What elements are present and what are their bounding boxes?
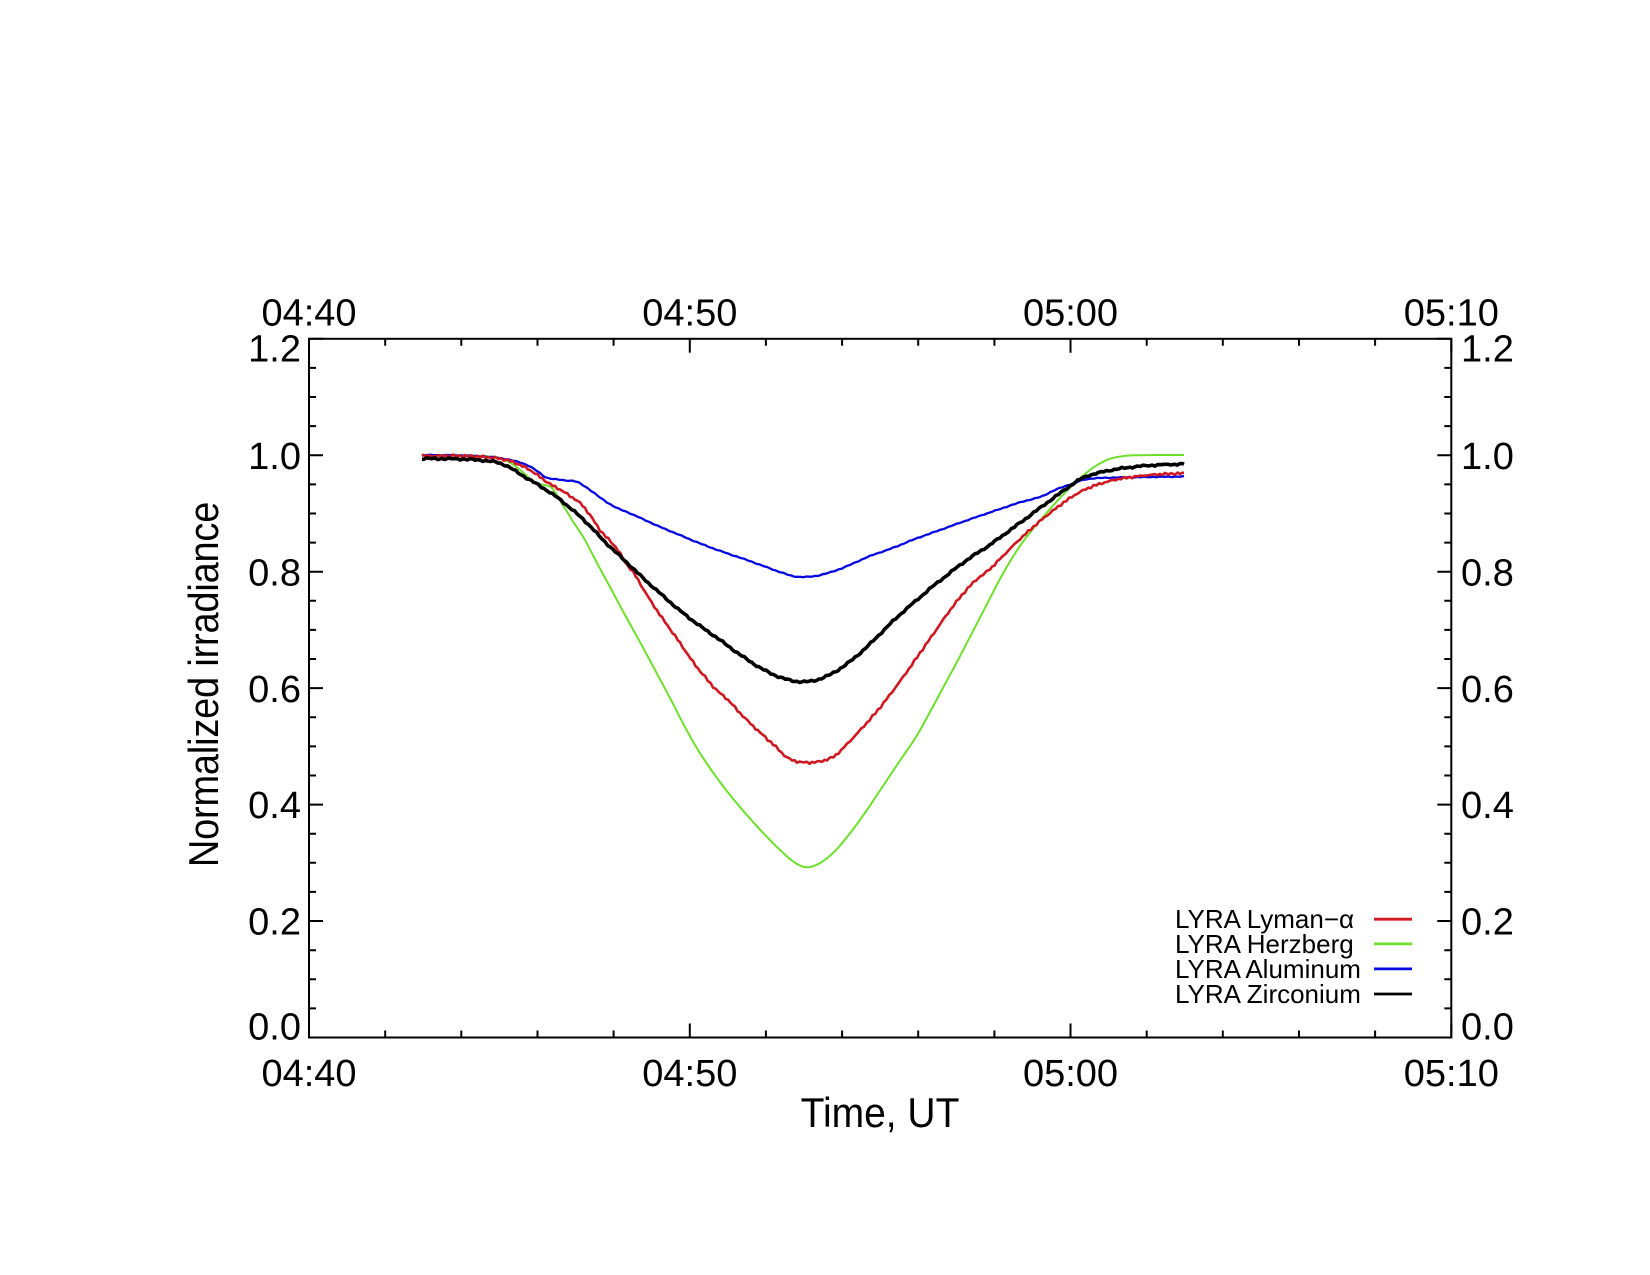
- svg-text:0.6: 0.6: [248, 669, 301, 711]
- svg-text:0.8: 0.8: [248, 552, 301, 594]
- svg-text:1.0: 1.0: [1461, 436, 1514, 478]
- svg-text:05:10: 05:10: [1404, 1053, 1499, 1095]
- svg-text:05:00: 05:00: [1023, 293, 1118, 335]
- svg-text:0.2: 0.2: [1461, 902, 1514, 944]
- svg-text:0.6: 0.6: [1461, 669, 1514, 711]
- svg-text:0.2: 0.2: [248, 902, 301, 944]
- svg-text:LYRA Aluminum: LYRA Aluminum: [1175, 954, 1361, 984]
- svg-text:05:10: 05:10: [1404, 293, 1499, 335]
- svg-text:0.0: 0.0: [248, 1007, 301, 1049]
- svg-text:1.2: 1.2: [1461, 329, 1514, 371]
- svg-text:0.4: 0.4: [248, 785, 301, 827]
- svg-text:04:40: 04:40: [261, 293, 356, 335]
- svg-text:0.4: 0.4: [1461, 785, 1514, 827]
- svg-text:LYRA Herzberg: LYRA Herzberg: [1175, 929, 1354, 959]
- svg-text:04:50: 04:50: [642, 1053, 737, 1095]
- svg-text:04:50: 04:50: [642, 293, 737, 335]
- svg-text:LYRA Zirconium: LYRA Zirconium: [1175, 979, 1361, 1009]
- svg-text:04:40: 04:40: [261, 1053, 356, 1095]
- svg-text:05:00: 05:00: [1023, 1053, 1118, 1095]
- svg-text:1.2: 1.2: [248, 329, 301, 371]
- svg-text:1.0: 1.0: [248, 436, 301, 478]
- svg-text:0.8: 0.8: [1461, 552, 1514, 594]
- svg-text:Normalized irradiance: Normalized irradiance: [181, 502, 227, 867]
- svg-text:0.0: 0.0: [1461, 1007, 1514, 1049]
- svg-text:Time, UT: Time, UT: [801, 1090, 960, 1136]
- svg-text:LYRA Lyman−α: LYRA Lyman−α: [1175, 904, 1354, 934]
